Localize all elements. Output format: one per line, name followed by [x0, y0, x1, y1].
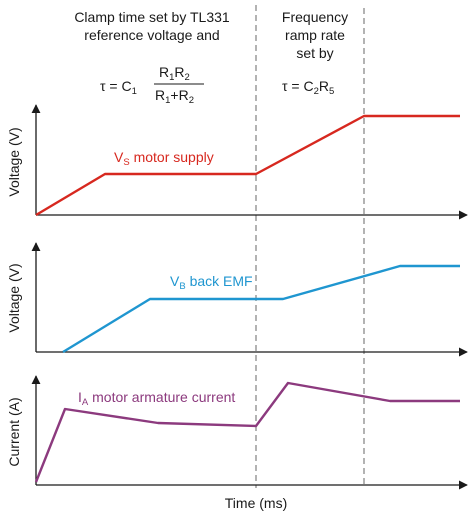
ramp-text-line3: set by: [296, 45, 333, 61]
ramp-text-line2: ramp rate: [285, 27, 345, 43]
back-emf-trace: [62, 264, 460, 354]
supply-voltage-panel: Voltage (V) VS motor supply: [6, 104, 468, 220]
clamp-text-line1: Clamp time set by TL331: [74, 9, 230, 25]
fraction-numerator: R1R2: [159, 64, 190, 83]
current-y-label: Current (A): [6, 397, 22, 466]
fraction-denominator: R1+R2: [155, 87, 194, 106]
tau-c-term: τ = C1: [100, 78, 137, 97]
current-trace-label: IA motor armature current: [78, 389, 235, 408]
clamp-annotation: Clamp time set by TL331 reference voltag…: [74, 9, 230, 106]
back-emf-panel: Voltage (V) VB back EMF: [6, 242, 468, 357]
supply-voltage-trace: [35, 114, 460, 217]
armature-current-panel: Current (A) IA motor armature current: [6, 375, 468, 490]
supply-trace-label: VS motor supply: [114, 149, 214, 168]
ramp-text-line1: Frequency: [282, 9, 348, 25]
clamp-tau-formula: τ = C1 R1R2 R1+R2: [100, 64, 204, 106]
time-axis-label: Time (ms): [225, 495, 287, 511]
emf-y-label: Voltage (V): [6, 263, 22, 332]
ramp-tau-formula: τ = C2R5: [282, 78, 334, 97]
ramp-annotation: Frequency ramp rate set by τ = C2R5: [282, 9, 348, 97]
supply-y-label: Voltage (V): [6, 127, 22, 196]
clamp-text-line2: reference voltage and: [84, 27, 219, 43]
emf-trace-label: VB back EMF: [170, 273, 253, 292]
armature-current-trace: [34, 381, 460, 483]
